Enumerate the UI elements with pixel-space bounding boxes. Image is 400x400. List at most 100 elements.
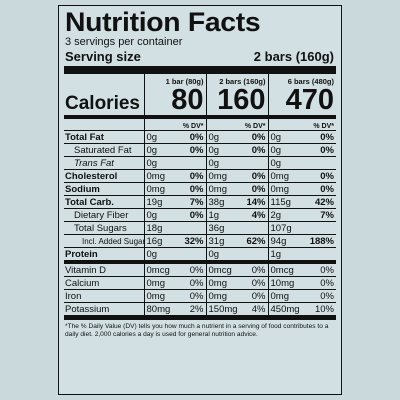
nutrient-name: Vitamin D — [64, 262, 144, 277]
dv-col-2: 0% — [240, 169, 268, 183]
dv-col-1: 7% — [178, 195, 206, 209]
serving-size-label: Serving size — [65, 49, 141, 64]
dv-col-2: 0% — [240, 276, 268, 290]
amount-col-2: 0mg — [205, 169, 240, 183]
dv-col-2: 4% — [240, 302, 268, 316]
amount-col-2: 0g — [205, 247, 240, 264]
calories-block: 1 bar (80g) 2 bars (160g) 6 bars (480g) … — [64, 74, 336, 117]
serving-size-row: Serving size 2 bars (160g) — [64, 49, 336, 74]
amount-col-2: 31g — [205, 234, 240, 248]
nutrient-row-total-carb: Total Carb. 19g 7% 38g 14% 115g 42% — [64, 195, 336, 209]
amount-col-1: 0mcg — [143, 262, 178, 277]
nutrient-name: Dietary Fiber — [64, 208, 144, 222]
nutrition-facts-label: Nutrition Facts 3 servings per container… — [58, 5, 342, 395]
amount-col-2: 0mg — [205, 182, 240, 196]
dv-col-2 — [240, 156, 268, 170]
nutrient-row-total-sugars: Total Sugars 18g 36g 107g — [64, 221, 336, 235]
amount-col-2: 0g — [205, 143, 240, 157]
amount-col-2: 0g — [205, 130, 240, 144]
nutrient-name: Iron — [64, 289, 144, 303]
amount-col-1: 0g — [143, 143, 178, 157]
dv-col-1 — [178, 247, 206, 264]
nutrient-name: Cholesterol — [64, 169, 144, 183]
amount-col-3: 0g — [267, 156, 304, 170]
dv-col-3: 42% — [304, 195, 336, 209]
amount-col-3: 10mg — [267, 276, 304, 290]
nutrient-name: Sodium — [64, 182, 144, 196]
dv-col-3 — [304, 221, 336, 235]
amount-col-1: 0g — [143, 156, 178, 170]
amount-col-1: 0g — [143, 208, 178, 222]
dv-header-1: % DV* — [143, 117, 206, 131]
calories-row: Calories 80 160 470 — [64, 86, 336, 117]
nutrient-name: Saturated Fat — [64, 143, 144, 157]
amount-col-1: 0mg — [143, 169, 178, 183]
amount-col-1: 0g — [143, 247, 178, 264]
column-header-3: 6 bars (480g) — [267, 74, 336, 86]
dv-col-1: 0% — [178, 182, 206, 196]
dv-col-3 — [304, 247, 336, 264]
nutrient-row-incl-added-sugars: Incl. Added Sugars 16g 32% 31g 62% 94g 188% — [64, 234, 336, 248]
vitamin-row-potassium: Potassium 80mg 2% 150mg 4% 450mg 10% — [64, 302, 336, 316]
dv-col-2 — [240, 247, 268, 264]
dv-col-1: 0% — [178, 169, 206, 183]
nutrient-name: Potassium — [64, 302, 144, 316]
dv-col-1: 0% — [178, 289, 206, 303]
amount-col-3: 2g — [267, 208, 304, 222]
amount-col-2: 38g — [205, 195, 240, 209]
vitamin-row-vitamin-d: Vitamin D 0mcg 0% 0mcg 0% 0mcg 0% — [64, 262, 336, 277]
amount-col-1: 80mg — [143, 302, 178, 316]
dv-col-3: 0% — [304, 169, 336, 183]
amount-col-3: 450mg — [267, 302, 304, 316]
dv-col-2: 0% — [240, 289, 268, 303]
amount-col-2: 150mg — [205, 302, 240, 316]
vitamin-row-iron: Iron 0mg 0% 0mg 0% 0mg 0% — [64, 289, 336, 303]
amount-col-2: 0mg — [205, 289, 240, 303]
nutrient-row-total-fat: Total Fat 0g 0% 0g 0% 0g 0% — [64, 130, 336, 144]
dv-col-2: 0% — [240, 130, 268, 144]
amount-col-1: 18g — [143, 221, 178, 235]
amount-col-3: 0mcg — [267, 262, 304, 277]
dv-header-row: % DV* % DV* % DV* — [64, 117, 336, 131]
dv-col-1 — [178, 156, 206, 170]
amount-col-3: 0mg — [267, 182, 304, 196]
amount-col-3: 0g — [267, 143, 304, 157]
dv-col-1: 0% — [178, 208, 206, 222]
dv-col-3: 0% — [304, 130, 336, 144]
amount-col-2: 1g — [205, 208, 240, 222]
amount-col-1: 0mg — [143, 276, 178, 290]
nutrient-row-saturated-fat: Saturated Fat 0g 0% 0g 0% 0g 0% — [64, 143, 336, 157]
amount-col-3: 0g — [267, 130, 304, 144]
dv-col-1 — [178, 221, 206, 235]
dv-col-3: 188% — [304, 234, 336, 248]
servings-per-container: 3 servings per container — [65, 36, 183, 48]
amount-col-2: 0g — [205, 156, 240, 170]
dv-col-2: 4% — [240, 208, 268, 222]
dv-col-1: 0% — [178, 262, 206, 277]
nutrient-row-cholesterol: Cholesterol 0mg 0% 0mg 0% 0mg 0% — [64, 169, 336, 183]
amount-col-1: 16g — [143, 234, 178, 248]
vitamin-row-calcium: Calcium 0mg 0% 0mg 0% 10mg 0% — [64, 276, 336, 290]
dv-col-3: 0% — [304, 262, 336, 277]
amount-col-3: 0mg — [267, 289, 304, 303]
dv-col-1: 32% — [178, 234, 206, 248]
nutrients-block: % DV* % DV* % DV* Total Fat 0g 0% 0g 0% 0g 0% S… — [64, 117, 336, 264]
nutrient-row-protein: Protein 0g 0g 1g — [64, 247, 336, 264]
footnote: *The % Daily Value (DV) tells you how mu… — [64, 316, 336, 339]
nutrient-name: Incl. Added Sugars — [64, 234, 144, 248]
amount-col-1: 0g — [143, 130, 178, 144]
nutrition-table: 1 bar (80g) 2 bars (160g) 6 bars (480g) … — [64, 74, 336, 316]
dv-col-3 — [304, 156, 336, 170]
dv-col-1: 0% — [178, 143, 206, 157]
dv-col-3: 0% — [304, 182, 336, 196]
amount-col-2: 0mg — [205, 276, 240, 290]
column-header-2: 2 bars (160g) — [205, 74, 268, 86]
dv-col-1: 0% — [178, 130, 206, 144]
dv-col-3: 0% — [304, 143, 336, 157]
nutrient-row-trans-fat: Trans Fat 0g 0g 0g — [64, 156, 336, 170]
amount-col-2: 36g — [205, 221, 240, 235]
calories-value-1: 80 — [143, 86, 206, 117]
amount-col-1: 0mg — [143, 289, 178, 303]
calories-value-2: 160 — [205, 86, 268, 117]
dv-col-2: 14% — [240, 195, 268, 209]
